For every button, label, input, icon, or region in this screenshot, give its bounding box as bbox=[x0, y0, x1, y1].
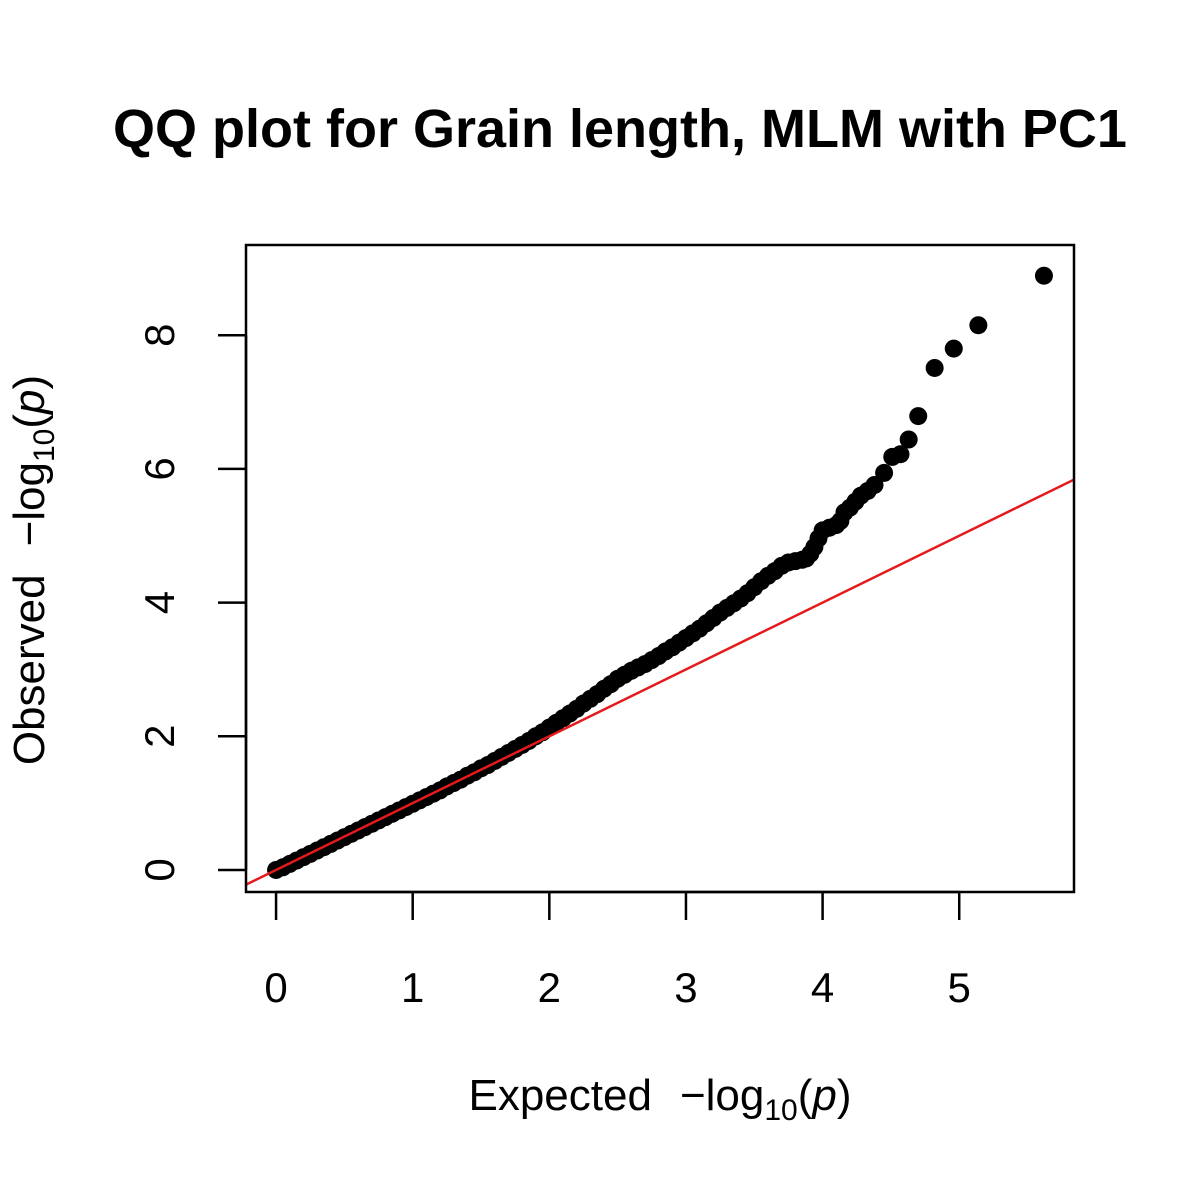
data-point bbox=[909, 407, 928, 426]
y-axis-label-prefix: Observed bbox=[5, 574, 54, 765]
x-axis-label: Expected −log10(p) bbox=[468, 1071, 851, 1127]
y-axis-label-open: ( bbox=[5, 414, 54, 429]
y-tick-label: 8 bbox=[136, 324, 183, 347]
data-point bbox=[1034, 266, 1053, 285]
y-tick-label: 4 bbox=[136, 591, 183, 614]
y-axis-label-close: ) bbox=[5, 375, 54, 390]
x-tick-label: 5 bbox=[948, 964, 971, 1011]
chart-title: QQ plot for Grain length, MLM with PC1 bbox=[113, 99, 1127, 159]
y-tick-label: 2 bbox=[136, 725, 183, 748]
x-tick-label: 3 bbox=[674, 964, 697, 1011]
x-axis-label-base: 10 bbox=[764, 1094, 797, 1127]
y-axis-label: Observed −log10(p) bbox=[5, 375, 61, 765]
x-axis-label-open: ( bbox=[798, 1071, 813, 1120]
x-tick-label: 2 bbox=[538, 964, 561, 1011]
x-tick-label: 4 bbox=[811, 964, 834, 1011]
y-axis-label-base: 10 bbox=[28, 429, 61, 462]
x-axis-label-prefix: Expected bbox=[468, 1071, 651, 1120]
x-axis: 0 1 2 3 4 5 bbox=[264, 890, 971, 1011]
data-point bbox=[899, 430, 918, 449]
y-axis-label-var: p bbox=[5, 389, 54, 415]
data-point bbox=[865, 475, 884, 494]
y-axis: 0 2 4 6 8 bbox=[136, 324, 248, 882]
y-axis-label-minus: − bbox=[5, 521, 54, 547]
data-point bbox=[891, 445, 910, 464]
reference-line bbox=[246, 478, 1074, 886]
data-point bbox=[969, 316, 988, 335]
x-axis-label-minus: − bbox=[680, 1071, 706, 1120]
y-tick-label: 0 bbox=[136, 858, 183, 881]
y-axis-label-log: log bbox=[5, 462, 54, 521]
x-axis-label-log: log bbox=[706, 1071, 765, 1120]
x-axis-label-close: ) bbox=[837, 1071, 852, 1120]
x-tick-label: 1 bbox=[401, 964, 424, 1011]
data-points bbox=[267, 266, 1053, 879]
data-point bbox=[944, 339, 963, 358]
x-axis-label-var: p bbox=[810, 1071, 836, 1120]
x-tick-label: 0 bbox=[264, 964, 287, 1011]
data-point bbox=[925, 358, 944, 377]
y-tick-label: 6 bbox=[136, 457, 183, 480]
data-point bbox=[875, 463, 894, 482]
